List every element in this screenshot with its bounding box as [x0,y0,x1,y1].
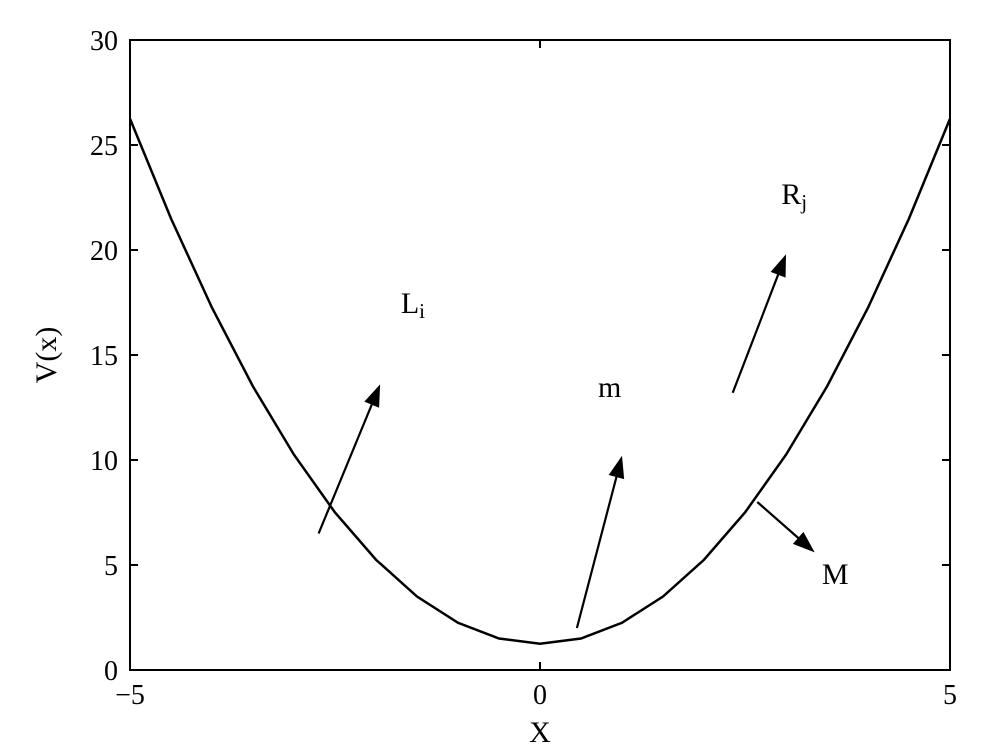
y-tick-label: 30 [90,26,118,57]
x-tick-label: 0 [533,680,547,711]
y-tick-label: 20 [90,236,118,267]
y-tick-label: 10 [90,446,118,477]
y-tick-label: 0 [104,656,118,687]
x-tick-label: −5 [115,680,145,711]
annotation-label: M [822,558,849,591]
x-axis-label: X [529,716,551,749]
chart-svg: −505051015202530XV(x)LimRjM [0,0,1000,750]
annotation-label: m [598,371,621,404]
y-tick-label: 25 [90,131,118,162]
y-tick-label: 15 [90,341,118,372]
y-tick-label: 5 [104,551,118,582]
y-axis-label: V(x) [30,327,63,384]
x-tick-label: 5 [943,680,957,711]
chart-container: −505051015202530XV(x)LimRjM [0,0,1000,750]
